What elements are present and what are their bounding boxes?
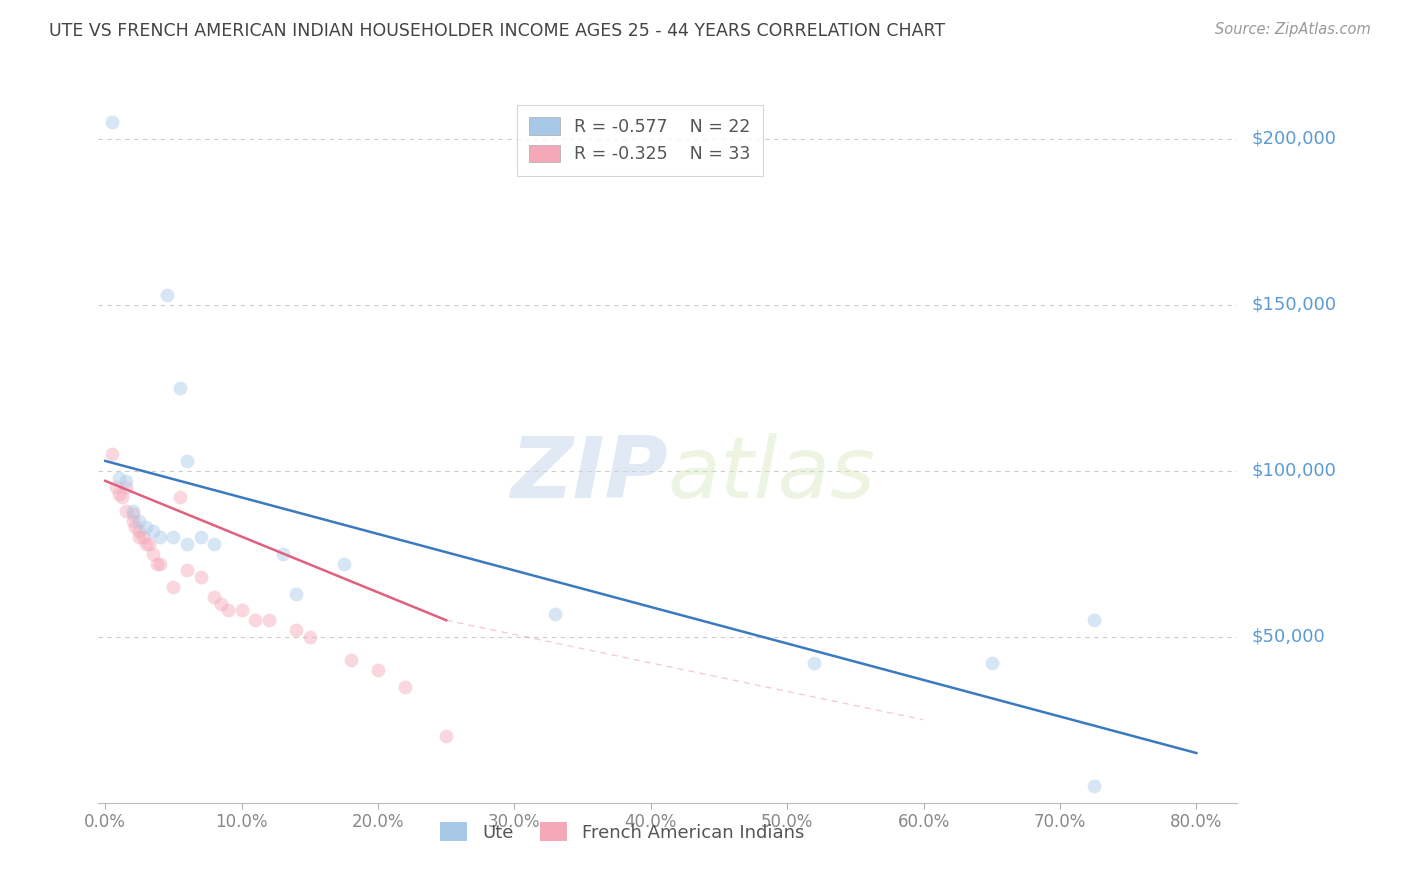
Point: [149, 557, 172, 571]
Point: [114, 504, 136, 518]
Text: Source: ZipAtlas.com: Source: ZipAtlas.com: [1215, 22, 1371, 37]
Point: [156, 288, 179, 302]
Point: [544, 607, 567, 621]
Point: [128, 530, 150, 544]
Point: [803, 657, 825, 671]
Point: [114, 474, 136, 488]
Point: [124, 520, 146, 534]
Point: [101, 115, 124, 129]
Point: [121, 514, 143, 528]
Point: [169, 491, 191, 505]
Text: UTE VS FRENCH AMERICAN INDIAN HOUSEHOLDER INCOME AGES 25 - 44 YEARS CORRELATION : UTE VS FRENCH AMERICAN INDIAN HOUSEHOLDE…: [49, 22, 945, 40]
Point: [176, 537, 198, 551]
Point: [121, 507, 143, 521]
Point: [1083, 613, 1105, 627]
Text: $100,000: $100,000: [1251, 462, 1336, 480]
Point: [339, 653, 361, 667]
Point: [108, 470, 131, 484]
Point: [202, 537, 225, 551]
Point: [108, 487, 131, 501]
Point: [176, 454, 198, 468]
Point: [121, 504, 143, 518]
Text: $50,000: $50,000: [1251, 628, 1324, 646]
Point: [298, 630, 321, 644]
Point: [128, 524, 150, 538]
Text: $150,000: $150,000: [1251, 296, 1336, 314]
Point: [231, 603, 253, 617]
Point: [135, 537, 157, 551]
Point: [285, 624, 308, 638]
Point: [149, 530, 172, 544]
Point: [271, 547, 294, 561]
Point: [132, 530, 155, 544]
Text: $200,000: $200,000: [1251, 130, 1336, 148]
Point: [138, 537, 160, 551]
Text: atlas: atlas: [668, 433, 876, 516]
Point: [142, 524, 165, 538]
Text: ZIP: ZIP: [510, 433, 668, 516]
Point: [101, 447, 124, 461]
Point: [980, 657, 1002, 671]
Point: [169, 381, 191, 395]
Point: [434, 730, 457, 744]
Point: [245, 613, 267, 627]
Point: [114, 481, 136, 495]
Point: [176, 564, 198, 578]
Point: [162, 580, 184, 594]
Point: [142, 547, 165, 561]
Legend: Ute, French American Indians: Ute, French American Indians: [432, 814, 813, 851]
Point: [190, 570, 212, 584]
Point: [285, 587, 308, 601]
Point: [257, 613, 280, 627]
Point: [394, 680, 416, 694]
Point: [146, 557, 169, 571]
Point: [1083, 779, 1105, 793]
Point: [128, 514, 150, 528]
Point: [333, 557, 356, 571]
Point: [217, 603, 239, 617]
Point: [209, 597, 232, 611]
Point: [202, 590, 225, 604]
Point: [105, 481, 128, 495]
Point: [162, 530, 184, 544]
Point: [190, 530, 212, 544]
Point: [135, 520, 157, 534]
Point: [110, 491, 132, 505]
Point: [367, 663, 389, 677]
